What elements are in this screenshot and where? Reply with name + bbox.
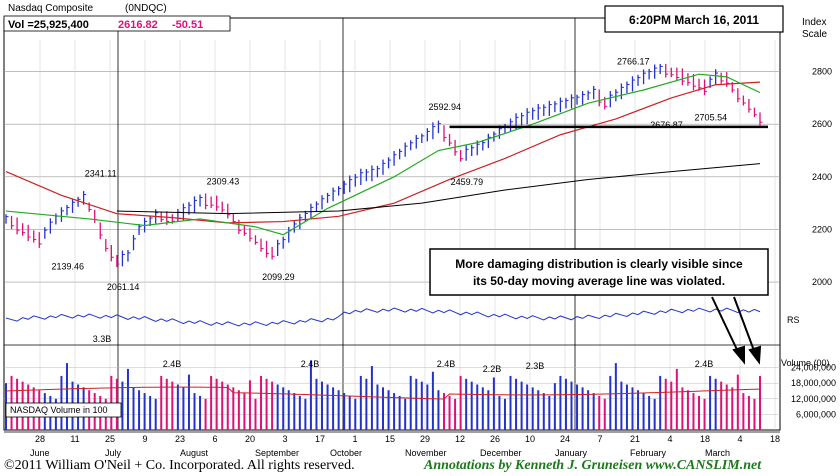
- date-tick-label: 29: [420, 434, 430, 444]
- date-tick-label: 18: [700, 434, 710, 444]
- date-tick-label: 12: [455, 434, 465, 444]
- price-annotation: 2676.87: [650, 120, 683, 130]
- price-annotation: 2592.94: [428, 102, 461, 112]
- price-tick-label: 2200: [812, 224, 832, 234]
- volume-annotation: 2.4B: [301, 359, 320, 369]
- month-label: June: [30, 448, 50, 458]
- volume-readout: Vol =25,925,400: [8, 19, 89, 31]
- annotation-arrows: [711, 296, 762, 365]
- price-annotation: 2061.14: [107, 282, 140, 292]
- rs-label: RS: [787, 315, 800, 325]
- price-labels: 2341.11 2139.46 2061.14 2309.43 2099.29 2592.…: [51, 56, 727, 374]
- date-tick-label: 10: [525, 434, 535, 444]
- month-label: March: [705, 448, 730, 458]
- date-tick-label: 28: [35, 434, 45, 444]
- price-tick-label: 2800: [812, 67, 832, 77]
- date-tick-label: 21: [630, 434, 640, 444]
- price-annotation: 2099.29: [262, 272, 295, 282]
- annotation-line-1: More damaging distribution is clearly vi…: [455, 257, 743, 271]
- price-tick-label: 2400: [812, 172, 832, 182]
- date-tick-label: 17: [315, 434, 325, 444]
- change-readout: -50.51: [172, 19, 203, 31]
- date-tick-label: 4: [667, 434, 672, 444]
- price-annotation: 2459.79: [451, 177, 484, 187]
- price-bars: [5, 63, 763, 268]
- index-name: Nasdaq Composite: [8, 3, 93, 14]
- month-label: September: [255, 448, 299, 458]
- month-label: July: [105, 448, 122, 458]
- date-tick-label: 23: [175, 434, 185, 444]
- month-label: November: [405, 448, 447, 458]
- copyright: ©2011 William O'Neil + Co. Incorporated.…: [4, 458, 355, 473]
- date-tick-label: 26: [490, 434, 500, 444]
- moving-average-lines: [5, 73, 768, 327]
- volume-caption: NASDAQ Volume in 100: [10, 405, 108, 415]
- month-label: December: [480, 448, 522, 458]
- date-tick-label: 1: [352, 434, 357, 444]
- month-label: October: [330, 448, 362, 458]
- price-readout: 2616.82: [118, 19, 158, 31]
- ma200-line: [5, 81, 761, 224]
- volume-annotation: 2.4B: [437, 359, 456, 369]
- scale-label-1: Index: [802, 17, 826, 28]
- volume-annotation: 2.4B: [695, 359, 714, 369]
- price-annotation: 2341.11: [85, 168, 117, 178]
- date-tick-label: 7: [597, 434, 602, 444]
- axis-labels: 2000 2200 2400 2600 2800 28 11 25 9 23 6 20 3 17 1 15 29…: [30, 67, 836, 458]
- volume-tick-label: 6,000,000: [796, 409, 836, 419]
- date-tick-label: 11: [70, 434, 79, 444]
- month-label: January: [555, 448, 588, 458]
- volume-bars: [5, 360, 761, 430]
- date-tick-label: 6: [212, 434, 217, 444]
- price-annotation: 2705.54: [695, 112, 728, 122]
- volume-annotation: 2.2B: [483, 364, 502, 374]
- price-annotation: 2309.43: [207, 177, 240, 187]
- ma50-line: [5, 73, 761, 236]
- long-term-ma-line: [116, 163, 761, 215]
- price-tick-label: 2600: [812, 119, 832, 129]
- volume-annotation: 2.3B: [526, 361, 545, 371]
- volume-tick-label: 24,000,000: [791, 363, 836, 373]
- index-symbol: (0NDQC): [125, 3, 167, 14]
- annotation-credit: Annotations by Kenneth J. Gruneisen www.…: [423, 458, 762, 473]
- rs-line: [5, 307, 761, 327]
- date-tick-label: 25: [105, 434, 115, 444]
- date-tick-label: 18: [770, 434, 780, 444]
- date-tick-label: 15: [385, 434, 395, 444]
- volume-annotation: 2.4B: [163, 359, 182, 369]
- price-annotation: 2139.46: [51, 261, 84, 271]
- date-tick-label: 9: [142, 434, 147, 444]
- date-tick-label: 20: [245, 434, 255, 444]
- scale-label-2: Scale: [802, 29, 827, 40]
- volume-tick-label: 18,000,000: [791, 378, 836, 388]
- month-label: February: [630, 448, 667, 458]
- date-tick-label: 24: [560, 434, 570, 444]
- date-tick-label: 4: [737, 434, 742, 444]
- month-label: August: [180, 448, 209, 458]
- price-tick-label: 2000: [812, 277, 832, 287]
- volume-axis-title: Volume (00): [781, 358, 830, 368]
- volume-tick-label: 12,000,000: [791, 394, 836, 404]
- annotation-line-2: its 50-day moving average line was viola…: [473, 274, 725, 288]
- timestamp: 6:20PM March 16, 2011: [629, 13, 759, 27]
- plot-frame: [3, 17, 781, 431]
- volume-average-line: [5, 386, 761, 400]
- date-tick-label: 3: [282, 434, 287, 444]
- price-annotation: 2766.17: [617, 56, 650, 66]
- volume-annotation: 3.3B: [93, 334, 112, 344]
